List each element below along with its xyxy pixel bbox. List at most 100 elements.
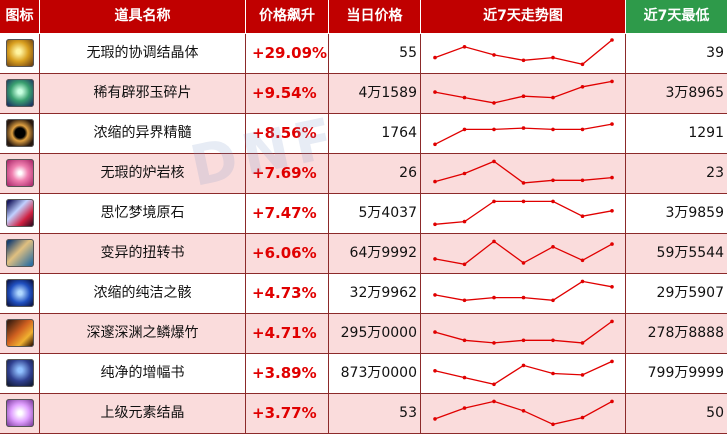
price-rise: +9.54% (246, 74, 329, 113)
trend-point (580, 85, 585, 89)
trend-point (433, 369, 437, 373)
item-name: 浓缩的纯洁之骸 (40, 274, 246, 313)
item-name: 思忆梦境原石 (40, 194, 246, 233)
trend-point (433, 179, 437, 184)
item-icon-cell (0, 354, 40, 393)
trend-sparkline (433, 359, 614, 387)
item-name: 稀有辟邪玉碎片 (40, 74, 246, 113)
trend-point (551, 298, 555, 303)
header-rise: 价格飙升 (246, 0, 329, 33)
trend-sparkline (433, 38, 614, 67)
min-price: 3万8965 (665, 85, 724, 101)
trend-point (551, 422, 555, 427)
min-price: 29万5907 (656, 285, 724, 301)
trend-point (433, 55, 437, 60)
trend-point (610, 285, 614, 289)
trend-point (610, 209, 614, 213)
pink-gem-icon (6, 399, 34, 427)
item-name: 上级元素结晶 (40, 394, 246, 433)
min-price: 278万8888 (647, 325, 724, 341)
trend-point (492, 239, 496, 244)
current-price: 4万1589 (329, 74, 421, 113)
table-row: 深邃深渊之鳞爆竹 +4.71% 295万0000 278万8888 (0, 314, 727, 354)
trend-chart-cell (421, 34, 626, 73)
trend-chart-cell (421, 74, 626, 113)
trend-point (551, 245, 555, 249)
trend-point (462, 375, 467, 380)
item-icon-cell (0, 394, 40, 433)
current-price: 64万9992 (329, 234, 421, 273)
trend-point (551, 55, 555, 60)
trend-point (433, 330, 437, 334)
price-rise: +3.77% (246, 394, 329, 433)
trend-point (462, 219, 467, 224)
price-rise: +6.06% (246, 234, 329, 273)
trend-point (492, 341, 496, 345)
min-price: 1291 (688, 125, 724, 141)
trend-sparkline (433, 399, 614, 427)
current-price: 53 (329, 394, 421, 433)
item-icon-cell (0, 154, 40, 193)
trend-point (580, 178, 585, 183)
item-icon-cell (0, 274, 40, 313)
trend-chart-cell (421, 234, 626, 273)
table-row: 无瑕的协调结晶体 +29.09% 55 39 (0, 34, 727, 74)
item-icon-cell (0, 114, 40, 153)
trend-chart-cell (421, 114, 626, 153)
trend-point (492, 101, 496, 105)
header-name: 道具名称 (40, 0, 246, 33)
trend-line (434, 400, 613, 425)
trend-point (433, 293, 437, 297)
current-price: 1764 (329, 114, 421, 153)
current-price: 26 (329, 154, 421, 193)
trend-point (580, 415, 585, 420)
trend-chart-cell (421, 274, 626, 313)
trend-point (462, 171, 467, 176)
min-price: 39 (706, 45, 724, 61)
trend-point (580, 258, 585, 263)
item-name: 无瑕的炉岩核 (40, 154, 246, 193)
trend-point (610, 359, 614, 364)
trend-point (492, 382, 496, 387)
current-price: 873万0000 (329, 354, 421, 393)
trend-point (433, 417, 437, 421)
trend-point (462, 338, 467, 343)
bamboo-icon (6, 319, 34, 347)
trend-line (434, 240, 613, 265)
trend-point (433, 90, 437, 94)
item-icon-cell (0, 194, 40, 233)
jade-orb-icon (6, 79, 34, 107)
trend-point (521, 58, 526, 63)
trend-point (610, 38, 614, 42)
min-price: 23 (706, 165, 724, 181)
trend-point (492, 127, 496, 132)
item-name: 无瑕的协调结晶体 (40, 34, 246, 73)
table-row: 纯净的增幅书 +3.89% 873万0000 799万9999 (0, 354, 727, 394)
item-icon-cell (0, 234, 40, 273)
trend-chart-cell (421, 154, 626, 193)
current-price: 55 (329, 34, 421, 73)
trend-chart-cell (421, 194, 626, 233)
trend-chart-cell (421, 314, 626, 353)
trend-point (492, 399, 496, 404)
item-name: 深邃深渊之鳞爆竹 (40, 314, 246, 353)
trend-point (521, 126, 526, 130)
item-icon-cell (0, 34, 40, 73)
item-name: 纯净的增幅书 (40, 354, 246, 393)
trend-point (551, 127, 555, 132)
price-rise: +3.89% (246, 354, 329, 393)
trend-point (521, 363, 526, 368)
trend-point (492, 53, 496, 57)
trend-point (462, 95, 467, 100)
crystal-icon (6, 39, 34, 67)
trend-point (462, 406, 467, 410)
trend-line (434, 80, 613, 104)
table-row: 无瑕的炉岩核 +7.69% 26 23 (0, 154, 727, 194)
trend-point (551, 199, 555, 204)
min-price: 59万5544 (656, 245, 724, 261)
trend-point (521, 181, 526, 185)
trend-point (580, 341, 585, 345)
dark-orb-icon (6, 119, 34, 147)
item-icon-cell (0, 74, 40, 113)
